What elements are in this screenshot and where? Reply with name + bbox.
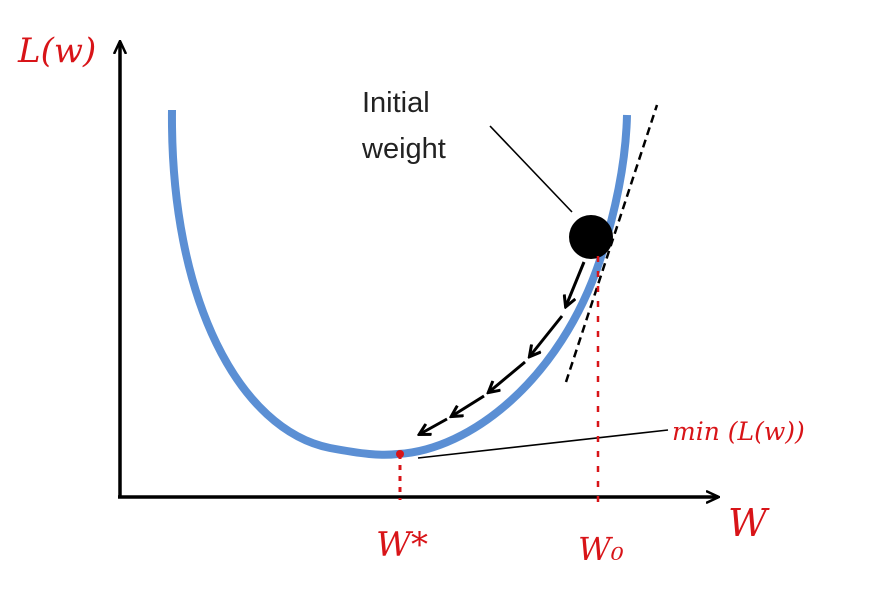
step-arrow bbox=[420, 417, 448, 434]
step-arrow bbox=[489, 360, 526, 392]
initial-weight-label-line1: Initial bbox=[362, 87, 430, 119]
minimum-point bbox=[396, 450, 404, 458]
initial-weight-ball bbox=[569, 215, 613, 259]
minimum-pointer bbox=[417, 429, 669, 459]
w-star-label: W* bbox=[376, 525, 428, 565]
step-arrow bbox=[566, 261, 586, 306]
minimum-label: min (L(w)) bbox=[672, 417, 805, 446]
y-axis-label: L(w) bbox=[17, 31, 96, 71]
step-arrow bbox=[452, 394, 485, 416]
step-arrow bbox=[530, 315, 564, 356]
initial-weight-label-line2: weight bbox=[361, 133, 446, 165]
initial-weight-pointer bbox=[489, 125, 573, 213]
descent-steps bbox=[420, 261, 586, 434]
x-axis-label: W bbox=[728, 501, 770, 545]
w-zero-label: W₀ bbox=[578, 530, 624, 568]
